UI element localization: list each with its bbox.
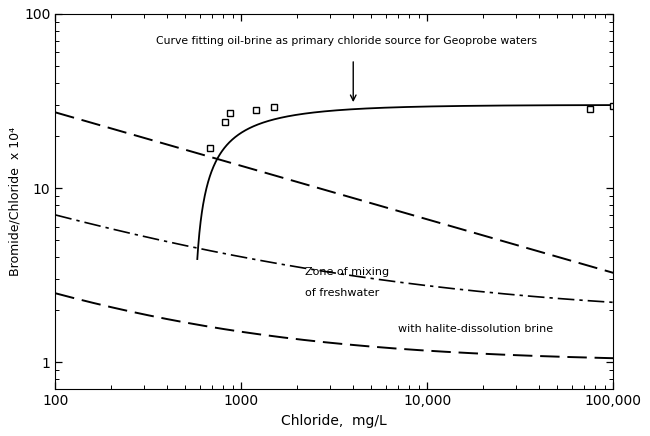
Text: with halite-dissolution brine: with halite-dissolution brine <box>398 324 554 334</box>
Y-axis label: Bromide/Chloride  x 10⁴: Bromide/Chloride x 10⁴ <box>8 127 21 276</box>
Text: Zone of mixing: Zone of mixing <box>305 267 389 277</box>
Text: of freshwater: of freshwater <box>305 288 379 298</box>
X-axis label: Chloride,  mg/L: Chloride, mg/L <box>281 414 387 428</box>
Text: Curve fitting oil-brine as primary chloride source for Geoprobe waters: Curve fitting oil-brine as primary chlor… <box>156 36 537 46</box>
